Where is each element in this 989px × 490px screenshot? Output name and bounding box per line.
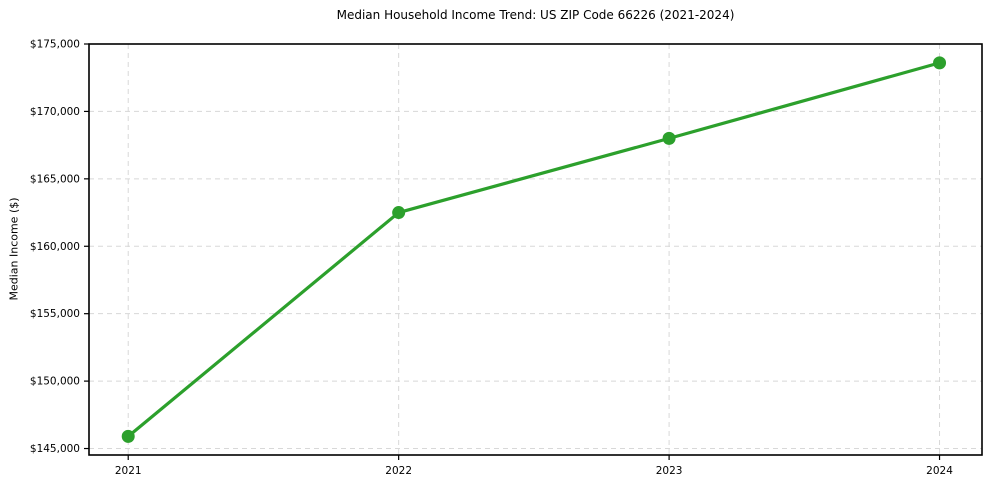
y-tick-label: $155,000 [30, 308, 80, 320]
y-tick-label: $165,000 [30, 173, 80, 185]
y-tick-label: $145,000 [30, 443, 80, 455]
x-tick-label: 2021 [115, 465, 142, 477]
data-point-marker [121, 429, 135, 443]
x-tick-label: 2022 [385, 465, 412, 477]
data-point-marker [662, 131, 676, 145]
y-tick-label: $160,000 [30, 241, 80, 253]
trend-line [126, 61, 942, 438]
y-tick-label: $175,000 [30, 39, 80, 51]
chart-title: Median Household Income Trend: US ZIP Co… [336, 8, 735, 22]
data-point-marker [392, 206, 406, 220]
data-point-marker [933, 56, 947, 70]
x-tick-label: 2023 [656, 465, 683, 477]
y-tick-label: $150,000 [30, 376, 80, 388]
plot-frame [88, 43, 983, 456]
y-tick-label: $170,000 [30, 106, 80, 118]
x-tick-label: 2024 [926, 465, 953, 477]
